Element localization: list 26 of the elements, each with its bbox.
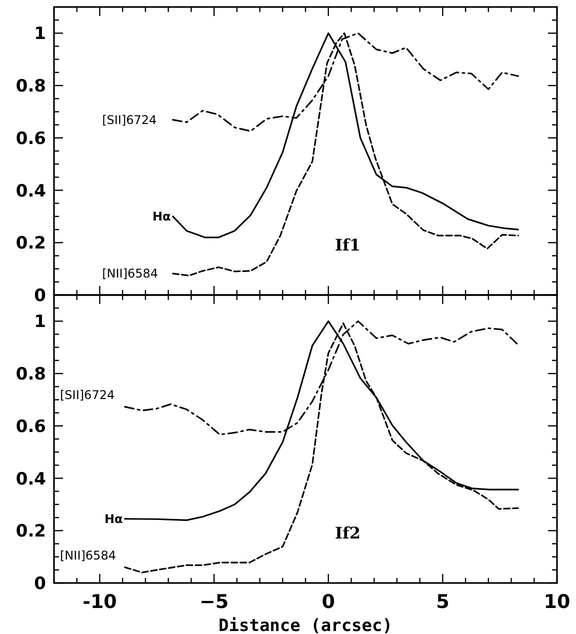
x-axis-title: Distance (arcsec) <box>218 616 392 634</box>
x-tick-label: -10 <box>82 591 117 613</box>
series-label: [SII]6724 <box>60 388 115 402</box>
y-tick-label: 0.4 <box>16 181 46 202</box>
annotation: If1 <box>335 235 361 254</box>
series-label: [NII]6584 <box>102 266 158 281</box>
y-tick-label: 0.8 <box>16 364 46 385</box>
y-tick-label: 0.2 <box>16 522 46 542</box>
x-tick-label: 5 <box>436 591 450 613</box>
series-label: Hα <box>152 209 171 224</box>
y-tick-label: 0.6 <box>16 416 46 437</box>
y-tick-label: 1 <box>34 312 46 332</box>
y-tick-label: 0.2 <box>16 234 46 254</box>
series-label: [SII]6724 <box>102 112 157 127</box>
series-label: [NII]6584 <box>60 548 116 562</box>
y-tick-label: 0 <box>34 574 46 594</box>
y-tick-label: 0.4 <box>16 469 46 490</box>
x-tick-label: −5 <box>199 591 229 613</box>
y-tick-label: 0 <box>34 286 46 306</box>
y-tick-label: 0.8 <box>16 76 46 97</box>
series-label: Hα <box>104 512 123 526</box>
x-tick-label: 0 <box>322 591 335 613</box>
y-tick-label: 0.6 <box>16 128 46 149</box>
y-tick-label: 1 <box>34 24 46 44</box>
annotation: If2 <box>335 523 361 542</box>
x-tick-label: 10 <box>544 591 570 613</box>
